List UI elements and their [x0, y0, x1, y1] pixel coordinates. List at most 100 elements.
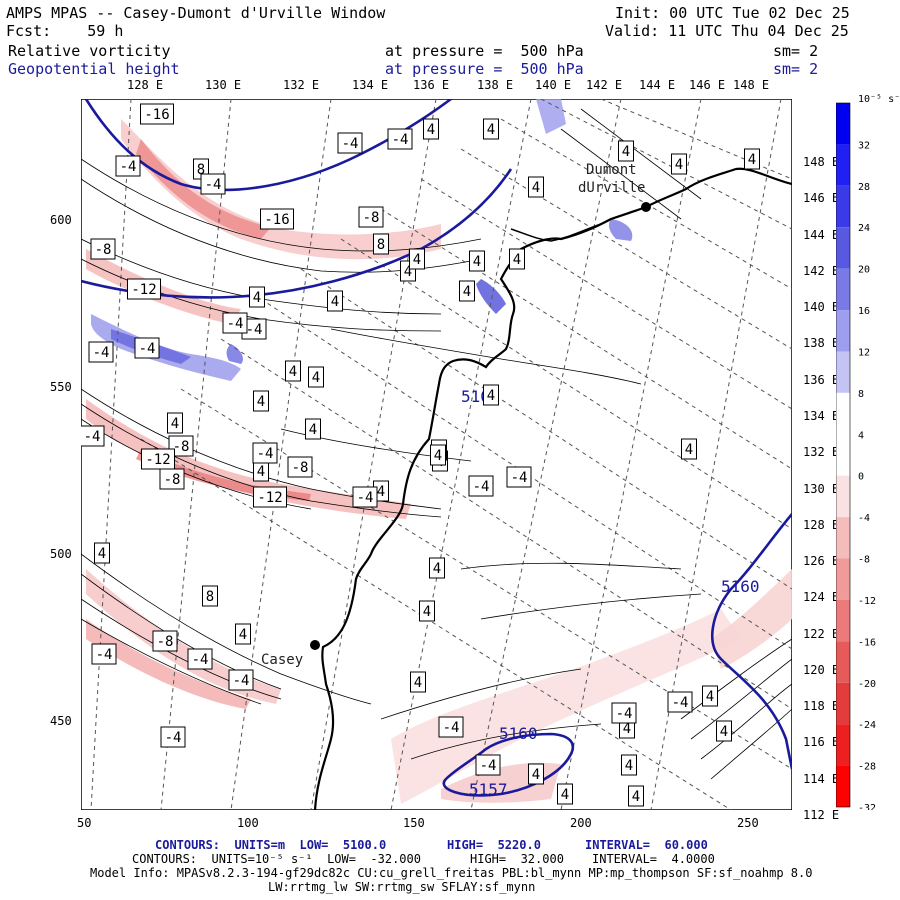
vorticity-label-positive: 4 — [618, 140, 634, 162]
vorticity-label-negative: -4 — [91, 643, 117, 665]
svg-text:4: 4 — [423, 604, 431, 620]
lat-label-right: 130 E — [803, 481, 840, 496]
svg-text:-8: -8 — [95, 242, 112, 258]
colorbar-label: -28 — [858, 762, 876, 773]
colorbar-swatch — [836, 765, 850, 807]
svg-text:4: 4 — [312, 370, 320, 386]
lon-label-top: 148 E — [733, 78, 770, 92]
map-panel: Dumont dUrville Casey 5160 5160 5157 510… — [81, 99, 792, 810]
svg-text:4: 4 — [473, 254, 481, 270]
svg-text:8: 8 — [197, 162, 205, 178]
field1-level: at pressure = 500 hPa — [385, 42, 584, 60]
vorticity-label-positive: 4 — [621, 754, 637, 776]
svg-text:4: 4 — [413, 252, 421, 268]
vorticity-label-negative: -12 — [127, 278, 161, 300]
svg-text:4: 4 — [98, 546, 106, 562]
svg-text:4: 4 — [487, 122, 495, 138]
vorticity-label-negative: -4 — [200, 173, 226, 195]
svg-text:4: 4 — [171, 416, 179, 432]
colorbar-label: 12 — [858, 347, 870, 358]
svg-text:4: 4 — [706, 689, 714, 705]
svg-text:-4: -4 — [473, 479, 490, 495]
station-dumont-name: Dumont — [586, 162, 637, 178]
svg-text:-8: -8 — [363, 210, 380, 226]
colorbar-swatch — [836, 185, 850, 228]
field2-name: Geopotential height — [8, 60, 180, 78]
svg-text:-4: -4 — [93, 345, 110, 361]
svg-text:-12: -12 — [131, 282, 156, 298]
vorticity-label-negative: -4 — [506, 466, 532, 488]
colorbar-swatch — [836, 144, 850, 186]
svg-text:4: 4 — [404, 264, 412, 280]
colorbar: 32 28 24 20 16 12 8 4 0 -4 -8 -12 -16 -20 -24 -28 -32 — [836, 102, 876, 810]
footer-height-interval: INTERVAL= 60.000 — [585, 838, 708, 852]
footer-vort-interval: INTERVAL= 4.0000 — [592, 852, 715, 866]
svg-text:-4: -4 — [392, 132, 409, 148]
vorticity-label-positive: 4 — [681, 438, 697, 460]
lat-label-right: 112 E — [803, 808, 840, 822]
vorticity-label-positive: 4 — [285, 360, 301, 382]
colorbar-unit: 10⁻⁵ s⁻¹ — [858, 94, 900, 105]
svg-text:4: 4 — [632, 789, 640, 805]
vorticity-label-negative: -4 — [387, 128, 413, 150]
vorticity-label-negative: -8 — [90, 238, 116, 260]
svg-text:-4: -4 — [246, 322, 263, 338]
colorbar-label: -8 — [858, 555, 870, 566]
svg-text:-4: -4 — [120, 159, 137, 175]
vorticity-label-negative: -4 — [81, 425, 105, 447]
svg-text:-4: -4 — [227, 316, 244, 332]
field2-smooth: sm= 2 — [773, 60, 819, 78]
coastline — [313, 167, 792, 810]
vorticity-label-positive: 4 — [702, 685, 718, 707]
colorbar-swatch — [836, 103, 850, 145]
lon-label-top: 130 E — [205, 78, 242, 92]
vorticity-label-positive: 8 — [373, 233, 389, 255]
field2-level: at pressure = 500 hPa — [385, 60, 584, 78]
model-info-line2: LW:rrtmg_lw SW:rrtmg_sw SFLAY:sf_mynn — [268, 880, 536, 894]
svg-text:-4: -4 — [511, 470, 528, 486]
vorticity-label-negative: -16 — [260, 208, 294, 230]
vorticity-label-negative: -4 — [241, 318, 267, 340]
vorticity-label-positive: 4 — [423, 118, 439, 140]
svg-text:-16: -16 — [144, 107, 169, 123]
vorticity-label-positive: 4 — [430, 444, 446, 466]
colorbar-swatch — [836, 227, 850, 269]
vorticity-label-positive: 4 — [409, 248, 425, 270]
grid-x-label: 150 — [403, 816, 425, 830]
vorticity-label-negative: -8 — [152, 630, 178, 652]
station-casey-name: Casey — [261, 652, 303, 668]
colorbar-label: 0 — [858, 472, 864, 483]
vorticity-label-positive: 4 — [94, 542, 110, 564]
svg-text:4: 4 — [685, 442, 693, 458]
svg-text:-4: -4 — [165, 730, 182, 746]
svg-text:-12: -12 — [145, 452, 170, 468]
vorticity-label-negative: -4 — [160, 726, 186, 748]
colorbar-swatch — [836, 558, 850, 600]
colorbar-label: 28 — [858, 182, 870, 193]
vorticity-label-negative: -8 — [358, 206, 384, 228]
svg-text:-4: -4 — [84, 429, 101, 445]
vorticity-label-negative: -4 — [352, 486, 378, 508]
grid-x-label: 50 — [77, 816, 92, 830]
svg-text:4: 4 — [289, 364, 297, 380]
colorbar-label: 32 — [858, 140, 870, 151]
svg-text:-4: -4 — [257, 446, 274, 462]
svg-text:4: 4 — [622, 144, 630, 160]
lat-label-right: 132 E — [803, 445, 840, 460]
lat-label-right: 128 E — [803, 517, 840, 532]
lat-label-right: 116 E — [803, 735, 840, 750]
vorticity-label-positive: 4 — [459, 280, 475, 302]
svg-text:4: 4 — [623, 721, 631, 737]
svg-text:4: 4 — [561, 787, 569, 803]
station-casey: Casey — [261, 640, 320, 668]
colorbar-swatch — [836, 310, 850, 352]
vorticity-label-positive: 4 — [419, 600, 435, 622]
vorticity-label-positive: 4 — [308, 366, 324, 388]
vorticity-label-positive: 4 — [528, 176, 544, 198]
vorticity-label-positive: 4 — [671, 153, 687, 175]
footer-vort-high: HIGH= 32.000 — [470, 852, 564, 866]
lon-label-top: 146 E — [689, 78, 726, 92]
lat-label-right: 146 E — [803, 191, 840, 206]
colorbar-swatch — [836, 434, 850, 476]
vorticity-label-positive: 4 — [327, 290, 343, 312]
